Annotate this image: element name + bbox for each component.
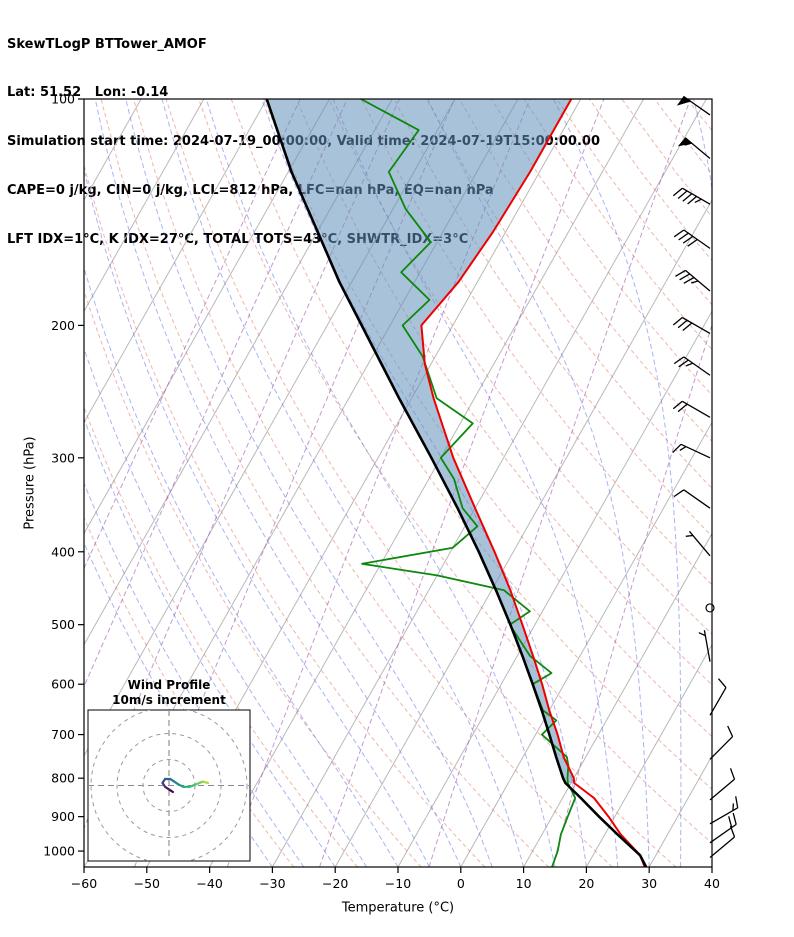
latlon-line: Lat: 51.52 Lon: -0.14 xyxy=(7,85,169,101)
wind-barb-feather xyxy=(682,193,693,202)
x-tick-label: −60 xyxy=(71,876,97,891)
wind-barb-staff xyxy=(683,489,711,509)
wind-barb-staff xyxy=(709,778,735,801)
wind-barbs xyxy=(672,95,739,859)
wind-barb-feather xyxy=(682,235,694,244)
wind-barb-feather xyxy=(678,232,689,241)
wind-barb-feather xyxy=(694,198,702,203)
wind-barb-feather xyxy=(684,142,692,146)
hodograph-trace-segment xyxy=(201,780,210,785)
y-tick-label: 700 xyxy=(51,727,75,742)
wind-barb-feather xyxy=(729,768,736,780)
hodograph-title-line: 10m/s increment xyxy=(112,693,226,707)
x-tick-label: −10 xyxy=(385,876,411,891)
y-tick-label: 800 xyxy=(51,771,75,786)
wind-barb-feather xyxy=(672,400,683,410)
y-tick-label: 1000 xyxy=(43,844,75,859)
hodograph-title-line: Wind Profile xyxy=(128,678,211,692)
wind-barb-feather xyxy=(678,359,689,368)
x-axis-label: Temperature (°C) xyxy=(341,900,455,916)
wind-barb-feather xyxy=(685,362,694,367)
wind-barb-feather xyxy=(675,269,686,277)
wind-barb-feather xyxy=(718,678,727,689)
wind-barb-feather xyxy=(683,276,695,284)
wind-barb-staff xyxy=(709,736,734,760)
y-tick-label: 400 xyxy=(51,544,75,559)
shaded-area xyxy=(266,99,575,783)
wind-barb-feather xyxy=(672,443,682,454)
wind-barb-feather xyxy=(673,229,685,238)
wind-barb-feather xyxy=(727,725,734,737)
wind-barb-feather xyxy=(687,238,698,247)
profile-lines xyxy=(265,99,648,867)
x-tick-label: 40 xyxy=(704,876,720,891)
y-tick-label: 300 xyxy=(51,450,75,465)
x-tick-label: −40 xyxy=(196,876,222,891)
hodograph-trace-segment xyxy=(195,780,204,786)
wind-barb-feather xyxy=(732,812,737,825)
y-tick-label: 600 xyxy=(51,677,75,692)
hodograph-trace-segment xyxy=(188,783,198,788)
wind-barb-staff xyxy=(681,400,711,418)
dewpoint-line xyxy=(360,99,577,867)
wind-barb-feather xyxy=(673,356,685,365)
wind-barb-feather xyxy=(682,322,693,331)
wind-barb-feather xyxy=(677,403,688,413)
wind-barb-staff xyxy=(709,836,735,859)
x-tick-label: 30 xyxy=(641,876,657,891)
wind-barb-pennant xyxy=(676,95,692,106)
y-tick-label: 200 xyxy=(51,318,75,333)
wind-barb-feather xyxy=(677,319,688,329)
y-axis-label: Pressure (hPa) xyxy=(22,436,38,530)
y-tick-label: 900 xyxy=(51,809,75,824)
wind-barb-staff xyxy=(709,823,737,844)
x-tick-label: 0 xyxy=(457,876,465,891)
wind-barb-feather xyxy=(673,489,685,498)
area-shading xyxy=(266,99,575,783)
hodograph-ring xyxy=(90,710,248,861)
wind-barb-feather xyxy=(687,195,698,205)
x-tick-label: −20 xyxy=(322,876,348,891)
wind-barb-feather xyxy=(685,534,694,537)
wind-barb-feather xyxy=(679,273,691,281)
x-tick-label: −30 xyxy=(259,876,285,891)
wind-barb-feather xyxy=(698,632,706,637)
chart-title: SkewTLogP BTTower_AMOF xyxy=(7,36,207,52)
wind-barb-feather xyxy=(728,816,733,828)
x-tick-label: 20 xyxy=(578,876,594,891)
wind-barb-feather xyxy=(732,803,735,811)
wind-barb-feather xyxy=(691,280,699,284)
x-tick-label: 10 xyxy=(516,876,532,891)
wind-barb-feather xyxy=(672,187,683,197)
calm-wind-circle xyxy=(705,603,715,613)
hodograph-grid xyxy=(88,710,250,861)
wind-barb-staff xyxy=(709,687,727,716)
parcel-line xyxy=(265,99,648,867)
y-tick-label: 500 xyxy=(51,617,75,632)
wind-barb-feather xyxy=(679,446,687,451)
wind-barb-feather xyxy=(672,317,683,326)
y-tick-label: 100 xyxy=(51,92,75,107)
x-tick-label: −50 xyxy=(134,876,160,891)
wind-barb-feather xyxy=(677,190,688,199)
hodograph-ring xyxy=(116,733,222,838)
wind-barb-feather xyxy=(735,796,739,808)
temperature-line xyxy=(420,99,646,867)
moist-adiabat-lines xyxy=(84,99,712,867)
